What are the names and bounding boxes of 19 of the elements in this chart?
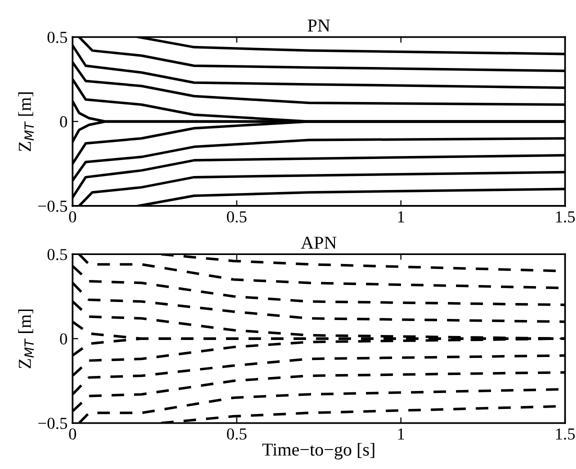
x-tick-label: 1.5	[556, 428, 575, 440]
y-tick-label: 0.5	[48, 248, 68, 260]
chart-title: APN	[300, 236, 336, 249]
chart-title: PN	[308, 20, 330, 32]
x-tick-label: 1	[398, 211, 404, 222]
y-tick-label: −0.5	[38, 418, 68, 430]
x-tick-label: 0.5	[226, 211, 246, 223]
x-tick-label: 0	[69, 428, 76, 440]
y-axis-title: Z$_{MT}$ [m]	[18, 310, 34, 368]
x-tick-label: 1.5	[556, 211, 575, 223]
y-tick-label: 0	[60, 333, 68, 345]
x-tick-label: 0	[69, 211, 76, 222]
y-tick-label: 0	[60, 116, 68, 128]
x-axis-title: Time−to−go [s]	[262, 443, 374, 460]
x-tick-label: 0.5	[226, 428, 246, 440]
y-axis-title: Z$_{MT}$ [m]	[18, 92, 34, 152]
y-tick-label: 0.5	[48, 32, 68, 44]
y-tick-label: −0.5	[38, 200, 68, 212]
x-tick-label: 1	[398, 428, 404, 440]
